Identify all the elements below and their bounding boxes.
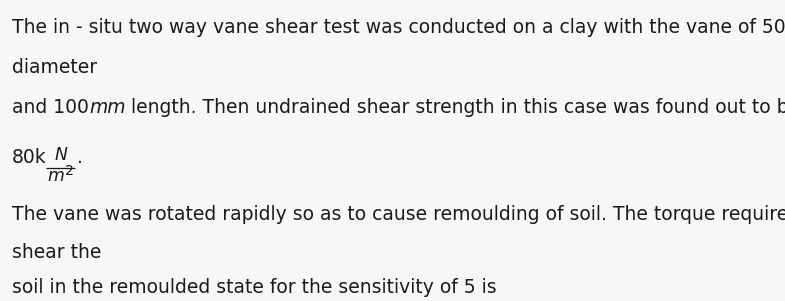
Text: length. Then undrained shear strength in this case was found out to be: length. Then undrained shear strength in… — [126, 98, 785, 117]
Text: 2: 2 — [64, 164, 73, 178]
Text: m: m — [48, 167, 64, 185]
Text: soil in the remoulded state for the sensitivity of 5 is: soil in the remoulded state for the sens… — [12, 278, 497, 297]
Text: 80k: 80k — [12, 148, 47, 167]
Text: shear the: shear the — [12, 243, 101, 262]
Text: N: N — [54, 146, 67, 164]
Text: diameter: diameter — [12, 58, 97, 77]
Text: The in - situ two way vane shear test was conducted on a clay with the vane of 5: The in - situ two way vane shear test wa… — [12, 18, 785, 37]
Text: The vane was rotated rapidly so as to cause remoulding of soil. The torque requi: The vane was rotated rapidly so as to ca… — [12, 205, 785, 224]
Text: mm: mm — [89, 98, 126, 117]
Text: and 100: and 100 — [12, 98, 89, 117]
Text: .: . — [78, 148, 83, 167]
